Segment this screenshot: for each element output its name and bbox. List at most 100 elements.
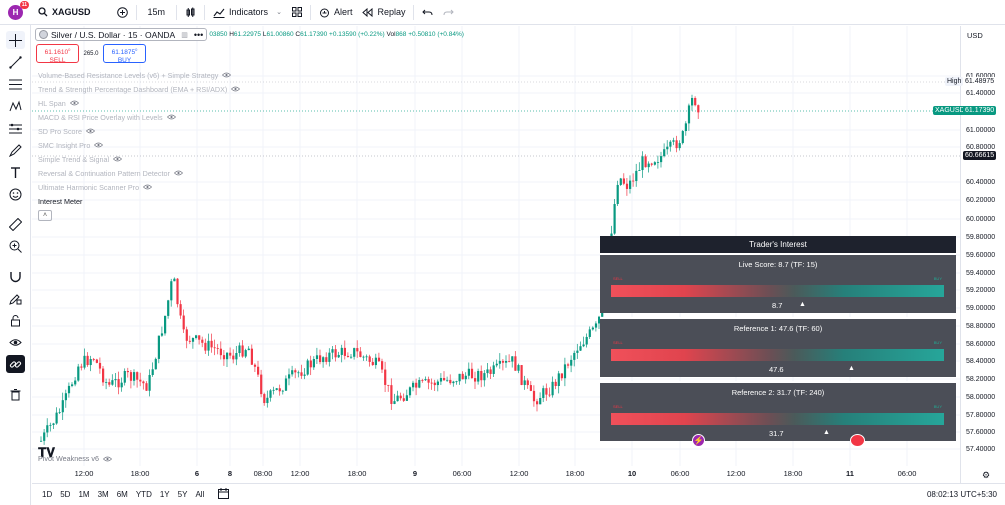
sync-drawings-tool[interactable] [6,355,25,373]
candle-body [539,397,542,405]
candle-body [278,388,281,392]
magnet-icon [10,271,21,282]
us-flag-event-icon[interactable] [850,434,865,447]
eye-icon[interactable] [231,86,241,92]
interest-gradient-bar [611,413,944,425]
range-1y-button[interactable]: 1Y [159,490,170,499]
user-avatar[interactable]: H 11 [8,0,29,20]
candle-body [489,369,492,374]
indicators-button[interactable]: Indicators ⌄ [208,0,287,25]
eye-icon[interactable] [173,170,183,176]
time-scale[interactable]: 12:00 18:00 6 8 08:00 12:00 18:00 9 06:00 12:00 18… [32,466,960,483]
buy-button[interactable]: 61.18750 BUY [103,44,146,64]
chevron-down-icon[interactable]: ⌄ [276,9,282,16]
trash-icon [10,388,21,400]
tradingview-logo[interactable]: 𝐓𝐕 [38,446,55,461]
undo-button[interactable] [417,0,438,25]
stay-drawing-tool[interactable] [6,289,25,307]
layouts-button[interactable] [287,0,307,25]
range-all-button[interactable]: All [195,490,205,499]
alert-button[interactable]: Alert [314,0,358,25]
measure-tool[interactable] [6,215,25,233]
sell-label: SELL [613,276,623,281]
lock-drawings-tool[interactable] [6,311,25,329]
candle-body [557,373,560,386]
eye-icon[interactable] [143,184,153,190]
time-tick: 18:00 [565,469,585,478]
crosshair-tool[interactable] [6,31,25,49]
eye-icon[interactable] [69,100,79,106]
candle-body [647,163,650,168]
emoji-tool[interactable] [6,185,25,203]
range-1m-button[interactable]: 1M [78,490,90,499]
time-tick: 12:00 [726,469,746,478]
candle-body [508,361,511,362]
pattern-icon [9,99,22,111]
indicator-item[interactable]: Interest Meter [38,194,240,208]
range-5y-button[interactable]: 5Y [177,490,188,499]
range-5d-button[interactable]: 5D [60,490,71,499]
trendline-tool[interactable] [6,53,25,71]
interval-button[interactable]: 15m [147,7,166,17]
zoom-tool[interactable] [6,237,25,255]
magnet-tool[interactable] [6,267,25,285]
clock-timezone[interactable]: 08:02:13 UTC+5:30 [926,490,997,499]
text-tool[interactable] [6,163,25,181]
collapse-legend-button[interactable]: ˄ [38,210,52,221]
pattern-tool[interactable] [6,97,25,115]
range-6m-button[interactable]: 6M [116,490,128,499]
pivot-indicator-legend[interactable]: Pivot Weakness v6 [38,454,112,463]
currency-label[interactable]: USD [967,31,983,40]
candle-body [523,380,526,385]
eye-icon[interactable] [222,72,232,78]
range-1d-button[interactable]: 1D [42,490,53,499]
replay-label: Replay [377,7,406,17]
grid-icon [291,7,302,17]
indicator-item[interactable]: Volume-Based Resistance Levels (v6) + Si… [38,68,240,82]
candle-body [343,347,346,356]
candle-body [250,348,253,365]
settings-gear-icon[interactable]: ⚙ [982,470,991,480]
eye-icon[interactable] [85,128,95,134]
indicator-list: Volume-Based Resistance Levels (v6) + Si… [38,68,241,221]
indicator-item[interactable]: Reversal & Continuation Pattern Detector [38,166,240,180]
remove-drawings-tool[interactable] [6,385,25,403]
indicator-item[interactable]: SMC Insight Pro [38,138,240,152]
range-ytd-button[interactable]: YTD [135,490,152,499]
candle-body [446,379,449,381]
replay-button[interactable]: Replay [357,0,410,25]
indicator-item[interactable]: HL Span [38,96,240,110]
panel-header: Trader's Interest [600,236,956,253]
indicator-item[interactable]: MACD & RSI Price Overlay with Levels [38,110,240,124]
more-icon[interactable]: ••• [193,29,204,40]
sell-button[interactable]: 61.16100 SELL [36,44,79,64]
calendar-range-button[interactable] [218,488,230,501]
hide-drawings-tool[interactable] [6,333,25,351]
price-tick: 57.80000 [966,412,996,419]
indicator-name: Reversal & Continuation Pattern Detector [38,168,170,178]
undo-icon [422,9,433,15]
price-scale[interactable]: USD 61.60000 61.40000 61.00000 60.80000 60.4… [933,26,1005,483]
dividend-event-icon[interactable]: ⚡ [692,434,705,447]
divider [135,4,137,20]
symbol-search-button[interactable]: XAGUSD [33,0,96,25]
forecast-tool[interactable] [6,119,25,137]
eye-icon[interactable] [103,456,112,462]
range-3m-button[interactable]: 3M [97,490,109,499]
indicator-item[interactable]: Trend & Strength Percentage Dashboard (E… [38,82,241,96]
indicator-item[interactable]: Simple Trend & Signal [38,152,240,166]
indicator-item[interactable]: Ultimate Harmonic Scanner Pro [38,180,240,194]
reference-1-block: Reference 1: 47.6 (TF: 60) SELL BUY 47.6… [600,317,956,377]
indicator-item[interactable]: SD Pro Score [38,124,240,138]
compare-button[interactable] [112,0,133,25]
eye-icon[interactable] [166,114,176,120]
brush-tool[interactable] [6,141,25,159]
candle-body [495,363,498,366]
eye-icon[interactable] [113,156,123,162]
fib-tool[interactable] [6,75,25,93]
chart-type-button[interactable] [180,0,201,25]
chart-pane[interactable]: 𝐓𝐕 [32,26,960,483]
symbol-title-box[interactable]: Silver / U.S. Dollar · 15 · OANDA ▥ ••• [35,28,208,41]
eye-icon[interactable] [94,142,104,148]
redo-button[interactable] [438,0,459,25]
